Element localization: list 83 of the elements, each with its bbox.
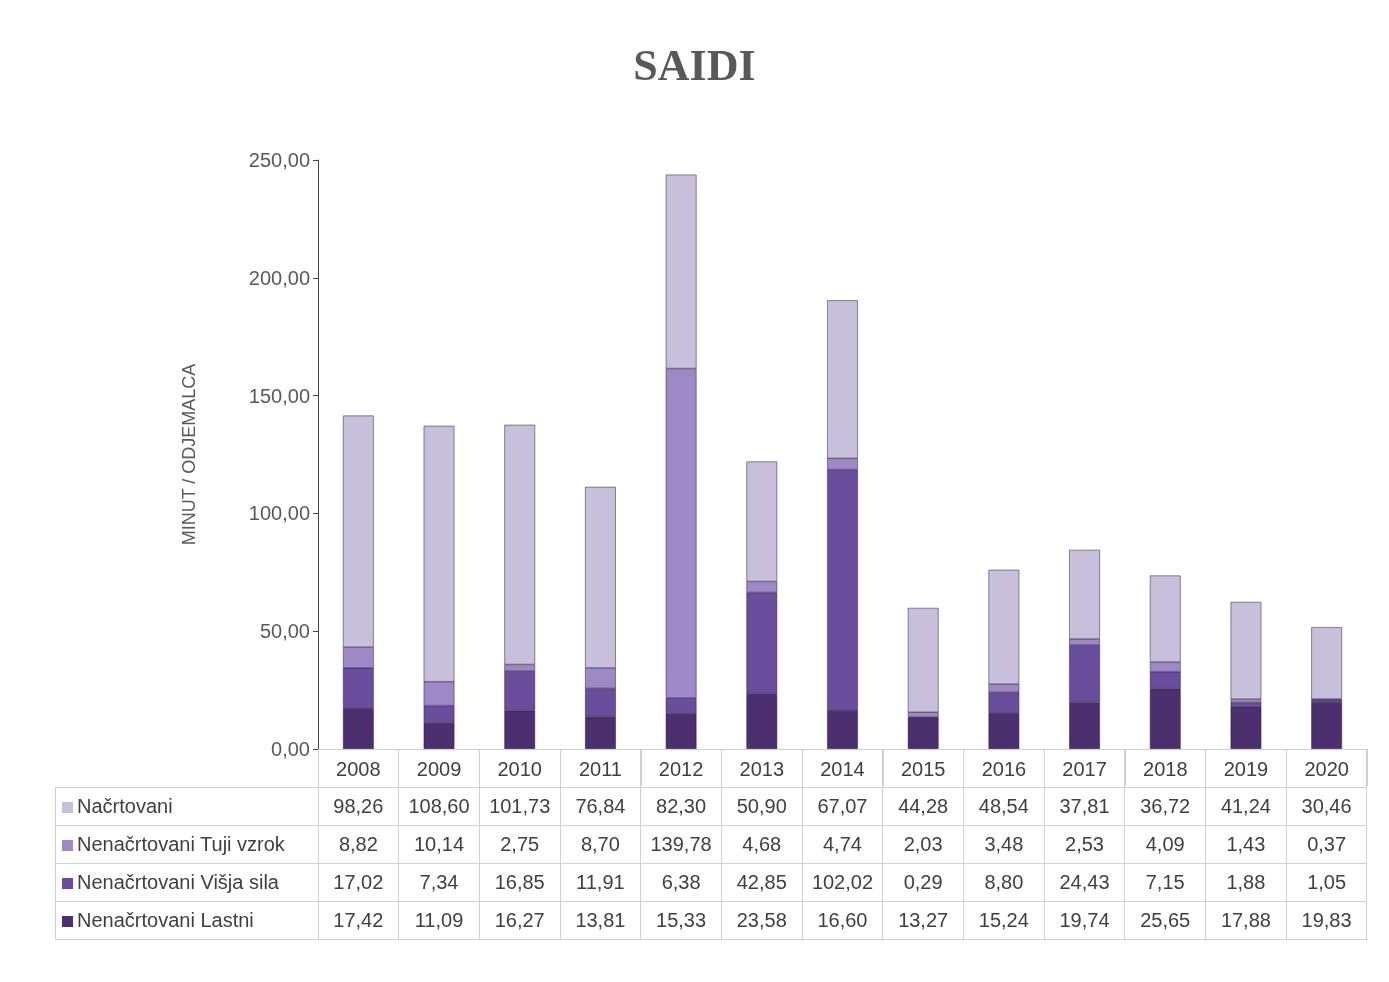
data-label: 2,03 (882, 825, 964, 864)
data-label: 15,33 (640, 901, 722, 940)
data-label: 4,74 (802, 825, 883, 864)
data-label: 48,54 (963, 787, 1045, 826)
data-label: 101,73 (479, 787, 561, 826)
data-label: 36,72 (1124, 787, 1206, 826)
y-tick-label: 150,00 (248, 384, 310, 407)
data-label: 15,24 (963, 901, 1045, 940)
x-tick-label: 2012 (658, 758, 704, 780)
x-tick-label: 2010 (497, 758, 542, 780)
data-label: 1,43 (1205, 825, 1287, 864)
data-label: 16,85 (479, 863, 561, 902)
data-label: 2,53 (1044, 825, 1125, 864)
legend-label: Nenačrtovani Lastni (55, 901, 318, 940)
data-label: 44,28 (882, 787, 964, 826)
y-axis-title: MINUT / ODJEMALCA (179, 363, 199, 546)
legend-label: Nenačrtovani Tuji vzrok (55, 825, 318, 864)
data-label: 139,78 (640, 825, 722, 864)
data-label: 7,34 (398, 863, 480, 902)
data-label: 13,27 (882, 901, 964, 940)
x-tick-label: 2016 (981, 758, 1027, 780)
data-label: 8,80 (963, 863, 1045, 902)
data-label: 23,58 (721, 901, 803, 940)
data-label: 19,74 (1044, 901, 1125, 940)
data-label: 82,30 (640, 787, 722, 826)
legend-label: Načrtovani (55, 787, 318, 826)
bar (907, 717, 939, 749)
data-label: 19,83 (1286, 901, 1367, 940)
data-label: 30,46 (1286, 787, 1367, 826)
legend-label: Nenačrtovani Višja sila (55, 863, 318, 902)
data-label: 8,82 (318, 825, 399, 864)
data-label: 3,48 (963, 825, 1045, 864)
data-label: 1,05 (1286, 863, 1367, 902)
data-label: 4,68 (721, 825, 803, 864)
data-label: 42,85 (721, 863, 803, 902)
data-label: 10,14 (398, 825, 480, 864)
bar (1311, 627, 1342, 699)
data-label: 17,02 (318, 863, 399, 902)
bar (907, 607, 939, 713)
x-tick-label: 2018 (1143, 758, 1188, 780)
data-label: 1,88 (1205, 863, 1287, 902)
x-tick-label: 2015 (900, 758, 946, 780)
bar (1230, 601, 1262, 700)
data-label: 6,38 (640, 863, 722, 902)
data-label: 13,81 (560, 901, 641, 940)
data-label: 108,60 (398, 787, 480, 826)
data-label: 37,81 (1044, 787, 1125, 826)
data-label: 98,26 (318, 787, 399, 826)
x-tick-label: 2020 (1304, 758, 1349, 780)
data-label: 25,65 (1124, 901, 1206, 940)
data-label: 2,75 (479, 825, 561, 864)
y-tick-label: 100,00 (248, 502, 310, 525)
x-tick-label: 2011 (578, 758, 622, 780)
bar (1230, 706, 1262, 749)
y-tick-label: 50,00 (259, 620, 310, 643)
data-label: 17,42 (318, 901, 399, 940)
chart-title: SAIDI (633, 40, 756, 90)
x-tick-label: 2008 (336, 758, 381, 780)
y-tick-label: 200,00 (248, 266, 310, 289)
data-label: 11,09 (398, 901, 480, 940)
data-label: 67,07 (802, 787, 883, 826)
x-tick-label: 2017 (1062, 758, 1107, 780)
data-label: 102,02 (802, 863, 883, 902)
data-label: 17,88 (1205, 901, 1287, 940)
y-tick-label: 250,00 (248, 149, 310, 171)
y-tick-label: 0,00 (271, 738, 310, 760)
data-label: 8,70 (560, 825, 641, 864)
data-label: 24,43 (1044, 863, 1125, 902)
x-tick-label: 2014 (820, 758, 865, 780)
x-tick-label: 2019 (1223, 758, 1269, 780)
data-label: 11,91 (560, 863, 641, 902)
bar (1311, 702, 1342, 749)
data-label: 0,29 (882, 863, 964, 902)
data-label: 50,90 (721, 787, 803, 826)
data-label: 76,84 (560, 787, 641, 826)
data-label: 16,27 (479, 901, 561, 940)
data-label: 4,09 (1124, 825, 1206, 864)
data-label: 0,37 (1286, 825, 1367, 864)
x-tick-label: 2009 (416, 758, 462, 780)
data-label: 7,15 (1124, 863, 1206, 902)
x-tick-label: 2013 (739, 758, 785, 780)
data-label: 16,60 (802, 901, 883, 940)
data-label: 41,24 (1205, 787, 1287, 826)
